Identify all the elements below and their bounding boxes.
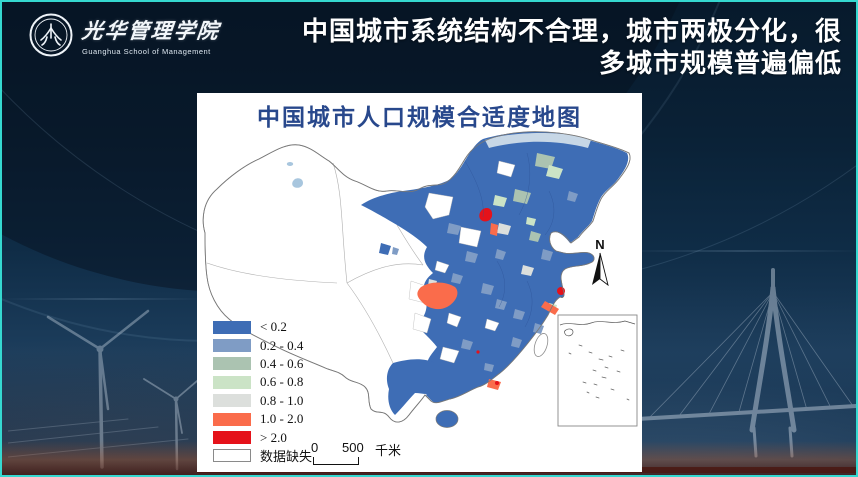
scale-bar: 0 500 千米 bbox=[311, 440, 431, 468]
slide-title-line1: 中国城市系统结构不合理，城市两极分化，很 bbox=[301, 16, 842, 46]
hainan-island bbox=[435, 410, 459, 428]
legend-label: 0.2 - 0.4 bbox=[260, 337, 304, 353]
lakes bbox=[286, 162, 391, 255]
school-logo: 光华管理学院 Guanghua School of Management bbox=[28, 12, 222, 58]
legend-label: 0.8 - 1.0 bbox=[260, 392, 304, 408]
legend-row: 0.8 - 1.0 bbox=[213, 392, 312, 410]
legend-row: 1.0 - 2.0 bbox=[213, 410, 312, 428]
north-label: N bbox=[595, 237, 604, 252]
logo-en-text: Guanghua School of Management bbox=[82, 46, 211, 56]
slide-title: 中国城市系统结构不合理，城市两极分化，很 多城市规模普遍偏低 bbox=[210, 15, 842, 79]
legend-swatch bbox=[213, 357, 251, 371]
legend-swatch bbox=[213, 320, 251, 334]
map-panel: 中国城市人口规模合适度地图 bbox=[197, 93, 642, 472]
legend-label: 0.4 - 0.6 bbox=[260, 355, 304, 371]
legend-label: 0.6 - 0.8 bbox=[260, 374, 304, 390]
legend-label: 数据缺失 bbox=[260, 449, 313, 465]
light-streak bbox=[2, 298, 202, 300]
scale-unit-label: 千米 bbox=[375, 443, 402, 458]
legend-swatch bbox=[213, 375, 251, 389]
legend-row: > 2.0 bbox=[213, 428, 312, 446]
slide-title-line2: 多城市规模普遍偏低 bbox=[598, 48, 842, 78]
legend-label: > 2.0 bbox=[260, 429, 287, 445]
patch-pale-blue bbox=[485, 133, 591, 148]
legend-label: < 0.2 bbox=[260, 319, 287, 335]
scale-zero-label: 0 bbox=[311, 440, 319, 455]
data-region-blue-yunnan bbox=[386, 359, 441, 415]
legend-row: 0.2 - 0.4 bbox=[213, 336, 312, 354]
map-title: 中国城市人口规模合适度地图 bbox=[257, 105, 582, 130]
scale-bar-bracket bbox=[313, 457, 359, 465]
patches-10-20 bbox=[417, 223, 559, 390]
patches-gt-20 bbox=[476, 207, 565, 385]
legend-label: 1.0 - 2.0 bbox=[260, 411, 304, 427]
patches-02-04 bbox=[392, 191, 578, 372]
legend-row: 数据缺失 bbox=[213, 447, 312, 465]
legend-row: 0.4 - 0.6 bbox=[213, 355, 312, 373]
light-streak bbox=[622, 250, 856, 252]
china-choropleth-map: N bbox=[202, 131, 638, 428]
north-arrow-icon: N bbox=[592, 237, 609, 287]
legend-row: < 0.2 bbox=[213, 318, 312, 336]
legend-swatch bbox=[213, 412, 251, 426]
china-coastline bbox=[202, 131, 631, 423]
taiwan-island bbox=[533, 333, 549, 357]
legend-row: 0.6 - 0.8 bbox=[213, 373, 312, 391]
legend-swatch bbox=[213, 394, 251, 408]
south-china-sea-inset bbox=[557, 314, 638, 427]
scale-distance-label: 500 bbox=[342, 440, 364, 455]
legend-swatch bbox=[213, 339, 251, 353]
legend-swatch bbox=[213, 431, 251, 445]
map-legend: < 0.2 0.2 - 0.4 0.4 - 0.6 0.6 - 0.8 0.8 … bbox=[213, 318, 312, 465]
province-borders bbox=[206, 162, 424, 364]
peking-university-seal-icon bbox=[29, 13, 73, 57]
patches-04-06 bbox=[513, 153, 555, 242]
legend-swatch bbox=[213, 449, 251, 463]
logo-cn-text: 光华管理学院 bbox=[80, 18, 222, 43]
